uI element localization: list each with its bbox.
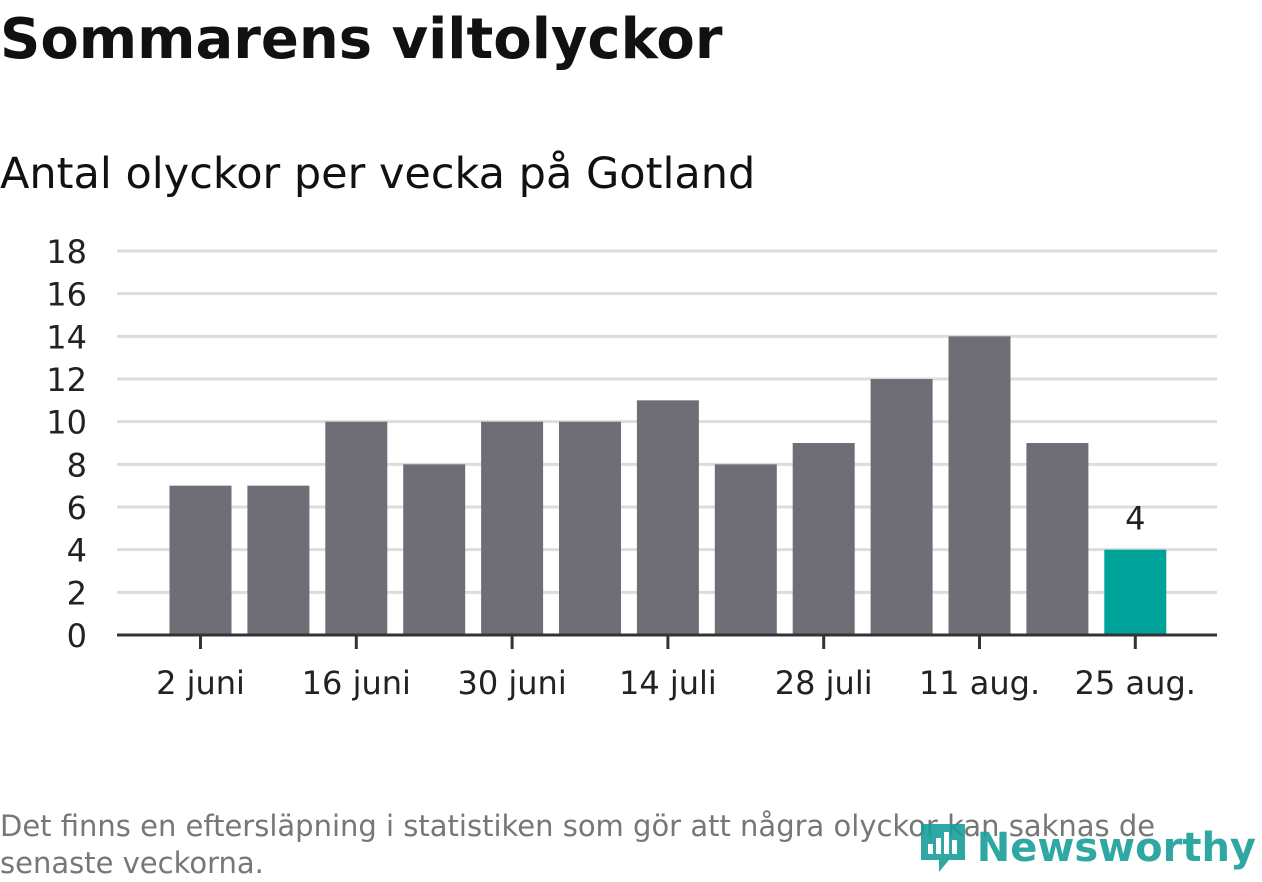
bar	[1026, 443, 1089, 635]
bar	[169, 485, 232, 635]
brand-name: Newsworthy	[976, 825, 1256, 871]
y-tick-label: 8	[67, 446, 87, 484]
y-tick-label: 2	[67, 574, 87, 612]
bar	[559, 421, 621, 635]
x-tick-label: 30 juni	[457, 664, 566, 702]
x-tick-label: 16 juni	[302, 664, 411, 702]
y-tick-label: 12	[46, 361, 87, 399]
y-tick-label: 10	[46, 404, 87, 442]
bar	[325, 421, 388, 635]
x-tick-label: 25 aug.	[1075, 664, 1196, 702]
bar	[792, 443, 855, 635]
brand-logo: Newsworthy	[917, 818, 1256, 878]
y-tick-label: 6	[67, 489, 87, 527]
bar	[403, 464, 466, 635]
y-tick-label: 0	[67, 617, 87, 655]
x-tick-label: 2 juni	[156, 664, 245, 702]
bar	[481, 421, 544, 635]
x-tick-label: 28 juli	[775, 664, 873, 702]
bar	[714, 464, 777, 635]
chart-subtitle: Antal olyckor per vecka på Gotland	[0, 149, 756, 199]
y-tick-label: 16	[46, 276, 87, 314]
data-label: 4	[1125, 500, 1145, 538]
newsworthy-logo-icon	[920, 824, 965, 872]
bar	[1104, 549, 1167, 635]
bar	[948, 336, 1011, 635]
bar	[247, 485, 310, 635]
chart-title: Sommarens viltolyckor	[0, 7, 723, 72]
y-tick-label: 14	[46, 318, 87, 356]
y-tick-label: 18	[46, 233, 87, 271]
y-tick-label: 4	[67, 532, 87, 570]
bar	[870, 379, 933, 635]
bar	[636, 400, 699, 635]
x-tick-label: 14 juli	[619, 664, 717, 702]
x-tick-label: 11 aug.	[919, 664, 1040, 702]
